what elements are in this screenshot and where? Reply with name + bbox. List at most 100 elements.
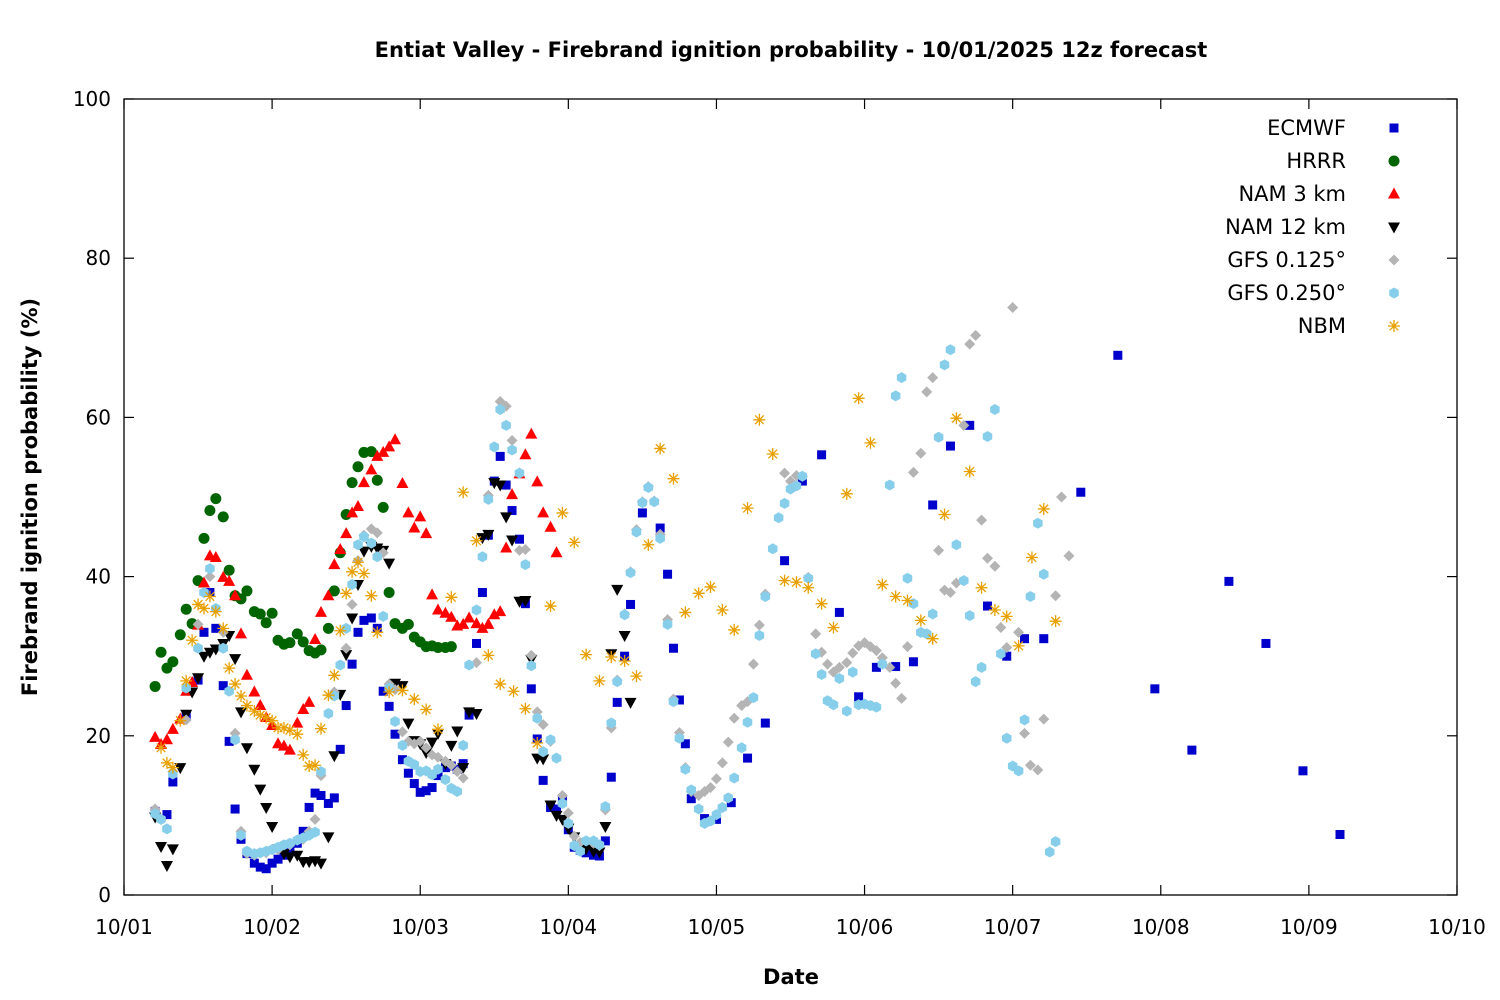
data-point-gfs-0-250 xyxy=(575,845,585,857)
data-point-gfs-0-125 xyxy=(933,544,945,556)
data-point-nam-12-km xyxy=(254,784,267,796)
data-point-ecmwf xyxy=(626,599,636,609)
data-point-nbm xyxy=(692,587,705,600)
data-point-gfs-0-250 xyxy=(378,610,388,622)
data-point-gfs-0-250 xyxy=(964,610,975,622)
data-point-nbm xyxy=(235,690,248,702)
y-tick-label: 20 xyxy=(86,724,111,748)
data-point-ecmwf xyxy=(1020,634,1030,644)
data-point-nam-3-km xyxy=(383,440,396,452)
data-point-nbm xyxy=(309,759,322,772)
data-point-gfs-0-125 xyxy=(309,813,321,825)
data-point-ecmwf xyxy=(211,623,221,633)
data-point-nam-12-km xyxy=(550,810,563,822)
data-point-gfs-0-250 xyxy=(810,648,821,660)
data-point-ecmwf xyxy=(663,569,673,579)
data-point-nbm xyxy=(160,756,173,769)
data-point-nam-3-km xyxy=(322,589,335,601)
data-point-ecmwf xyxy=(495,451,505,461)
data-point-ecmwf xyxy=(551,804,561,814)
data-point-ecmwf xyxy=(335,744,345,754)
data-point-ecmwf xyxy=(433,771,443,781)
data-point-ecmwf xyxy=(1335,830,1345,840)
data-point-gfs-0-250 xyxy=(982,431,993,442)
data-point-ecmwf xyxy=(249,858,259,868)
data-point-nam-3-km xyxy=(488,608,501,620)
data-point-nam-12-km xyxy=(451,726,464,738)
data-point-ecmwf xyxy=(982,601,992,611)
data-point-nam-3-km xyxy=(396,476,409,488)
legend-marker-gfs-0-250 xyxy=(1389,287,1399,299)
data-point-gfs-0-125 xyxy=(722,736,734,748)
data-point-gfs-0-250 xyxy=(199,587,209,599)
data-point-hrrr xyxy=(180,603,192,615)
data-point-gfs-0-250 xyxy=(390,715,400,727)
data-point-gfs-0-125 xyxy=(525,649,537,661)
data-point-hrrr xyxy=(266,607,278,619)
data-point-gfs-0-125 xyxy=(1013,626,1025,638)
data-point-gfs-0-250 xyxy=(877,658,888,670)
data-point-nam-12-km xyxy=(544,800,557,812)
data-point-gfs-0-250 xyxy=(545,734,556,746)
data-point-gfs-0-125 xyxy=(915,447,927,459)
data-point-gfs-0-250 xyxy=(489,441,500,453)
data-point-ecmwf xyxy=(162,810,172,820)
data-point-gfs-0-250 xyxy=(884,479,895,491)
data-point-nbm xyxy=(277,721,290,734)
data-point-gfs-0-250 xyxy=(890,390,901,402)
data-point-gfs-0-250 xyxy=(748,692,759,704)
data-point-hrrr xyxy=(445,641,457,653)
data-point-hrrr xyxy=(297,636,309,648)
data-point-nam-12-km xyxy=(445,740,458,752)
data-point-ecmwf xyxy=(600,836,610,846)
data-point-nbm xyxy=(667,472,680,485)
data-point-gfs-0-250 xyxy=(834,672,845,684)
data-point-nam-12-km xyxy=(556,814,569,826)
data-point-ecmwf xyxy=(680,739,690,749)
data-point-nbm xyxy=(229,678,242,691)
data-point-gfs-0-250 xyxy=(939,359,950,371)
data-point-gfs-0-125 xyxy=(1050,590,1062,602)
data-point-gfs-0-125 xyxy=(414,735,426,747)
data-point-gfs-0-250 xyxy=(723,792,734,804)
data-point-gfs-0-250 xyxy=(959,575,969,587)
data-point-nbm xyxy=(371,626,384,639)
data-point-nbm xyxy=(753,413,766,426)
data-point-nam-3-km xyxy=(309,632,322,644)
data-point-nam-12-km xyxy=(314,858,327,870)
series-hrrr xyxy=(149,446,457,692)
data-point-gfs-0-250 xyxy=(563,817,574,829)
data-point-ecmwf xyxy=(310,788,320,798)
data-point-gfs-0-250 xyxy=(742,716,753,728)
data-point-nbm xyxy=(303,760,316,773)
data-point-nbm xyxy=(852,392,865,405)
data-point-gfs-0-250 xyxy=(655,532,665,544)
data-point-nam-12-km xyxy=(322,832,335,844)
data-point-hrrr xyxy=(204,505,216,517)
data-point-gfs-0-250 xyxy=(767,543,778,555)
data-point-nbm xyxy=(334,624,347,637)
data-point-nam-3-km xyxy=(297,703,310,715)
data-point-gfs-0-250 xyxy=(162,823,172,835)
data-point-gfs-0-125 xyxy=(970,329,982,341)
data-point-nam-12-km xyxy=(537,754,550,766)
data-point-ecmwf xyxy=(514,534,524,544)
data-point-gfs-0-125 xyxy=(822,658,834,670)
data-point-ecmwf xyxy=(965,420,975,430)
data-point-nam-3-km xyxy=(519,448,532,460)
data-point-nbm xyxy=(470,534,483,547)
data-point-gfs-0-250 xyxy=(1013,765,1024,777)
data-point-nbm xyxy=(155,741,168,754)
data-point-nbm xyxy=(716,604,729,617)
data-point-hrrr xyxy=(402,618,414,630)
legend-item-ecmwf: ECMWF xyxy=(1267,116,1399,140)
data-point-ecmwf xyxy=(760,718,770,728)
data-point-nbm xyxy=(1037,502,1050,515)
data-point-gfs-0-250 xyxy=(230,734,240,746)
data-point-gfs-0-125 xyxy=(420,742,432,754)
data-point-ecmwf xyxy=(224,736,234,746)
data-point-nbm xyxy=(328,669,341,682)
data-point-ecmwf xyxy=(472,638,482,648)
data-point-nam-3-km xyxy=(217,570,230,582)
data-point-nbm xyxy=(482,649,495,662)
